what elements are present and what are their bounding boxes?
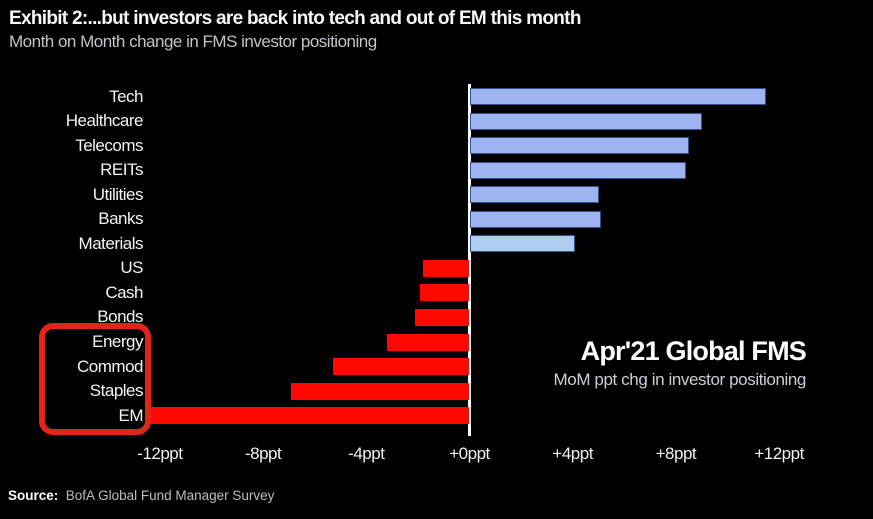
annotation-survey-title: Apr'21 Global FMS (580, 336, 807, 366)
source-label: Source: (8, 488, 59, 503)
category-label-em: EM (118, 405, 144, 425)
bar-commod (332, 358, 470, 376)
bar-chart: Tech Healthcare Telecoms REITs Utilities Bank… (65, 84, 804, 463)
x-tick-label-12ppt: +12ppt (754, 444, 804, 463)
bar-tech (469, 88, 767, 105)
bar-healthcare (469, 112, 702, 130)
category-label-tech: Tech (109, 86, 143, 106)
category-label-utilities: Utilities (92, 184, 144, 204)
bar-cash (420, 284, 470, 302)
source-row: Source: BofA Global Fund Manager Survey (8, 488, 274, 503)
x-tick-label-12ppt: -12ppt (137, 444, 183, 463)
x-tick-label-4ppt: -4ppt (348, 444, 385, 463)
category-label-healthcare: Healthcare (65, 111, 144, 131)
category-label-energy: Energy (92, 332, 143, 351)
highlight-box (39, 323, 151, 435)
x-tick-label-0ppt: +0ppt (449, 444, 490, 463)
x-tick-label-4ppt: +4ppt (552, 444, 593, 463)
category-label-commod: Commod (77, 356, 143, 376)
bar-energy (386, 333, 470, 351)
category-label-us: US (120, 258, 143, 278)
bar-us (423, 259, 470, 277)
category-label-telecoms: Telecoms (75, 135, 143, 155)
bar-materials (469, 235, 576, 253)
bar-banks (469, 210, 602, 228)
annotation-survey-subtitle: MoM ppt chg in investor positioning (553, 370, 807, 389)
bar-staples (291, 382, 470, 400)
source-text-value: BofA Global Fund Manager Survey (65, 488, 275, 503)
bar-em (149, 407, 470, 425)
exhibit-title: Exhibit 2:...but investors are back into… (9, 8, 581, 29)
bar-telecoms (469, 137, 689, 155)
x-tick-label-8ppt: +8ppt (655, 444, 697, 463)
category-label-banks: Banks (98, 209, 143, 229)
category-label-bonds: Bonds (97, 307, 143, 327)
category-label-materials: Materials (78, 233, 144, 253)
x-tick-label-8ppt: -8ppt (244, 444, 282, 463)
zero-axis-line (468, 84, 471, 436)
category-label-reits: REITs (100, 160, 143, 180)
bar-utilities (469, 186, 599, 204)
bar-bonds (415, 308, 470, 326)
bar-reits (469, 161, 687, 179)
category-label-staples: Staples (89, 381, 144, 401)
category-label-cash: Cash (105, 282, 143, 302)
exhibit-subtitle: Month on Month change in FMS investor po… (9, 32, 377, 51)
